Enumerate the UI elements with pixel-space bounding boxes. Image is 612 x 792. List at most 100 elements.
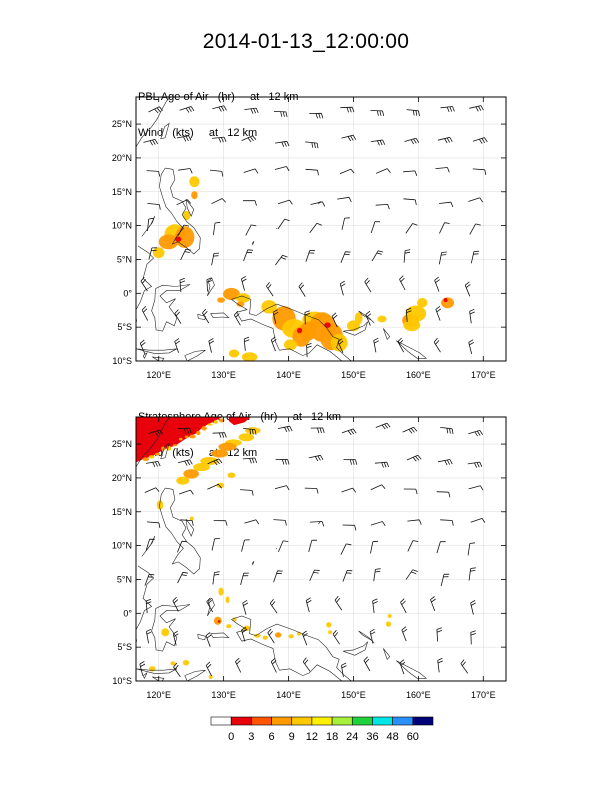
wind-barb [244, 519, 260, 525]
coastlines [136, 97, 428, 361]
lat-tick-label: 5°N [117, 254, 132, 264]
shading-patch [218, 587, 224, 596]
axis-ticks [136, 417, 506, 682]
shading-patch [218, 418, 225, 423]
wind-barb [375, 204, 390, 210]
wind-barb [273, 519, 287, 526]
wind-barb [433, 337, 441, 353]
shading-patch [142, 457, 149, 462]
coastline [160, 442, 170, 460]
shading-patch [182, 210, 191, 221]
wind-barb [468, 339, 475, 355]
colorbar-label: 36 [366, 731, 378, 743]
colorbar-label: 9 [289, 731, 295, 743]
wind-barb [270, 336, 277, 352]
wind-barb [139, 339, 146, 355]
wind-barb [205, 661, 213, 677]
wind-barb [407, 540, 419, 552]
shading-patch [158, 234, 179, 250]
wind-barb [144, 574, 155, 586]
wind-barb [470, 518, 486, 523]
wind-barb [365, 310, 372, 326]
shading-patch [243, 625, 251, 631]
panel-1-wind-label: Wind [138, 127, 164, 139]
shading-patch [241, 352, 258, 361]
shading-patch [328, 630, 333, 635]
wind-barb [146, 521, 161, 528]
wind-barb [435, 305, 442, 321]
wind-barb [213, 520, 228, 526]
wind-barb [242, 599, 249, 615]
wind-barb [343, 459, 358, 465]
wind-barb [173, 662, 181, 678]
wind-barb [470, 250, 480, 264]
wind-barb [178, 168, 193, 174]
shading-patch [226, 624, 232, 629]
coastline [136, 417, 171, 468]
shading-patch [152, 247, 165, 259]
wind-barb [339, 280, 346, 296]
shading-patch [196, 430, 201, 436]
wind-barb [212, 105, 227, 112]
wind-barb [340, 543, 352, 555]
wind-barb [370, 484, 386, 491]
wind-barb [305, 250, 316, 262]
shading-patch [284, 339, 297, 351]
wind-barb [337, 196, 352, 203]
wind-barb [272, 309, 279, 324]
lat-tick-label: 5°N [117, 574, 132, 584]
wind-barb [407, 519, 422, 525]
wind-barbs [139, 105, 488, 358]
wind-barb [241, 135, 257, 143]
shading-patch [148, 666, 156, 672]
wind-barb [212, 432, 227, 438]
shading-patch [225, 596, 230, 604]
coastline [152, 356, 165, 361]
wind-barb [341, 428, 357, 436]
wind-barb [308, 454, 324, 462]
wind-barb [399, 275, 406, 291]
wind-barb [270, 657, 277, 673]
wind-barb [434, 276, 440, 292]
colorbar-swatch [291, 716, 313, 726]
coastline [251, 240, 255, 246]
shading-patch [176, 476, 190, 485]
coastline [152, 676, 165, 681]
wind-barb [245, 224, 257, 236]
lon-tick-label: 120°E [146, 690, 171, 700]
lat-tick-label: 0° [123, 288, 132, 298]
shading-patch [261, 300, 277, 314]
coastline [275, 548, 278, 550]
wind-barb [266, 282, 274, 297]
wind-barb [244, 107, 259, 114]
lat-tick-label: 0° [123, 608, 132, 618]
coastline [151, 604, 191, 652]
shading-patch [296, 327, 303, 334]
shading-patch [385, 621, 392, 627]
coastline [207, 597, 215, 617]
wind-barb [400, 598, 407, 614]
wind-barb [240, 489, 254, 496]
wind-barb [332, 630, 340, 645]
coastline [151, 284, 191, 332]
wind-barb [436, 491, 451, 498]
wind-barb [438, 459, 453, 466]
coastline [383, 648, 391, 660]
shading-patch [235, 293, 251, 303]
wind-barb [438, 201, 454, 208]
wind-barb [277, 425, 293, 433]
shading-patch [387, 613, 392, 619]
shading-patch [189, 516, 194, 521]
wind-barb [373, 568, 381, 582]
lon-tick-label: 150°E [341, 370, 366, 380]
coastline [396, 340, 428, 359]
wind-barb [146, 461, 161, 468]
wind-barb [334, 595, 343, 611]
shading-patch [178, 437, 183, 441]
wind-barb [403, 249, 411, 263]
axis-ticks [136, 97, 506, 362]
wind-barb [406, 454, 422, 462]
wind-barb [148, 247, 158, 260]
shading-patch [262, 635, 268, 640]
wind-barb [202, 308, 210, 324]
